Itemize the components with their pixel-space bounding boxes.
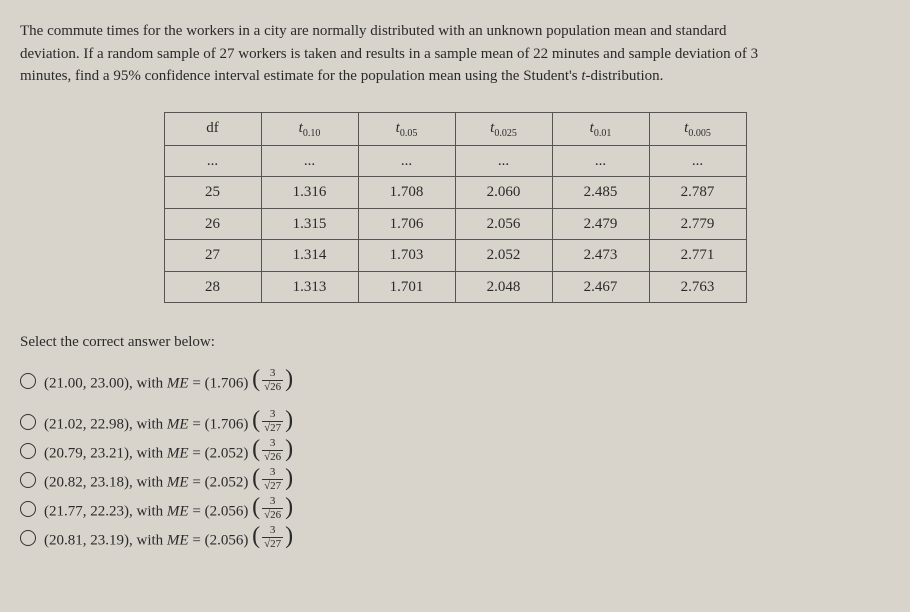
table-row: .................. xyxy=(164,145,746,177)
table-row: 271.3141.7032.0522.4732.771 xyxy=(164,240,746,272)
option-1[interactable]: (21.00, 23.00), with ME = (1.706) (326) xyxy=(20,368,890,395)
table-row: 261.3151.7062.0562.4792.779 xyxy=(164,208,746,240)
table-row: 251.3161.7082.0602.4852.787 xyxy=(164,177,746,209)
option-6[interactable]: (20.81, 23.19), with ME = (2.056) (327) xyxy=(20,525,890,552)
option-2[interactable]: (21.02, 22.98), with ME = (1.706) (327) xyxy=(20,409,890,436)
problem-line1: The commute times for the workers in a c… xyxy=(20,23,727,39)
option-5[interactable]: (21.77, 22.23), with ME = (2.056) (326) xyxy=(20,496,890,523)
th-t0025: t0.025 xyxy=(455,112,552,145)
th-t001: t0.01 xyxy=(552,112,649,145)
option-text: (21.00, 23.00), with ME = (1.706) (326) xyxy=(44,368,293,395)
th-t010: t0.10 xyxy=(261,112,358,145)
option-4[interactable]: (20.82, 23.18), with ME = (2.052) (327) xyxy=(20,467,890,494)
problem-line2: deviation. If a random sample of 27 work… xyxy=(20,46,758,62)
radio-icon[interactable] xyxy=(20,530,36,546)
problem-line3c: -distribution. xyxy=(586,68,664,84)
problem-line3a: minutes, find a 95% confidence interval … xyxy=(20,68,581,84)
option-3[interactable]: (20.79, 23.21), with ME = (2.052) (326) xyxy=(20,438,890,465)
table-row: 281.3131.7012.0482.4672.763 xyxy=(164,271,746,303)
option-text: (20.82, 23.18), with ME = (2.052) (327) xyxy=(44,467,293,494)
radio-icon[interactable] xyxy=(20,373,36,389)
option-text: (20.81, 23.19), with ME = (2.056) (327) xyxy=(44,525,293,552)
answer-options: (21.00, 23.00), with ME = (1.706) (326) … xyxy=(20,368,890,552)
th-df: df xyxy=(164,112,261,145)
radio-icon[interactable] xyxy=(20,501,36,517)
radio-icon[interactable] xyxy=(20,414,36,430)
option-text: (21.77, 22.23), with ME = (2.056) (326) xyxy=(44,496,293,523)
problem-statement: The commute times for the workers in a c… xyxy=(20,20,890,88)
table-header-row: df t0.10 t0.05 t0.025 t0.01 t0.005 xyxy=(164,112,746,145)
t-distribution-table: df t0.10 t0.05 t0.025 t0.01 t0.005 .....… xyxy=(164,112,747,304)
th-t005: t0.05 xyxy=(358,112,455,145)
select-prompt: Select the correct answer below: xyxy=(20,331,890,354)
th-t0005: t0.005 xyxy=(649,112,746,145)
radio-icon[interactable] xyxy=(20,443,36,459)
radio-icon[interactable] xyxy=(20,472,36,488)
option-text: (20.79, 23.21), with ME = (2.052) (326) xyxy=(44,438,293,465)
option-text: (21.02, 22.98), with ME = (1.706) (327) xyxy=(44,409,293,436)
